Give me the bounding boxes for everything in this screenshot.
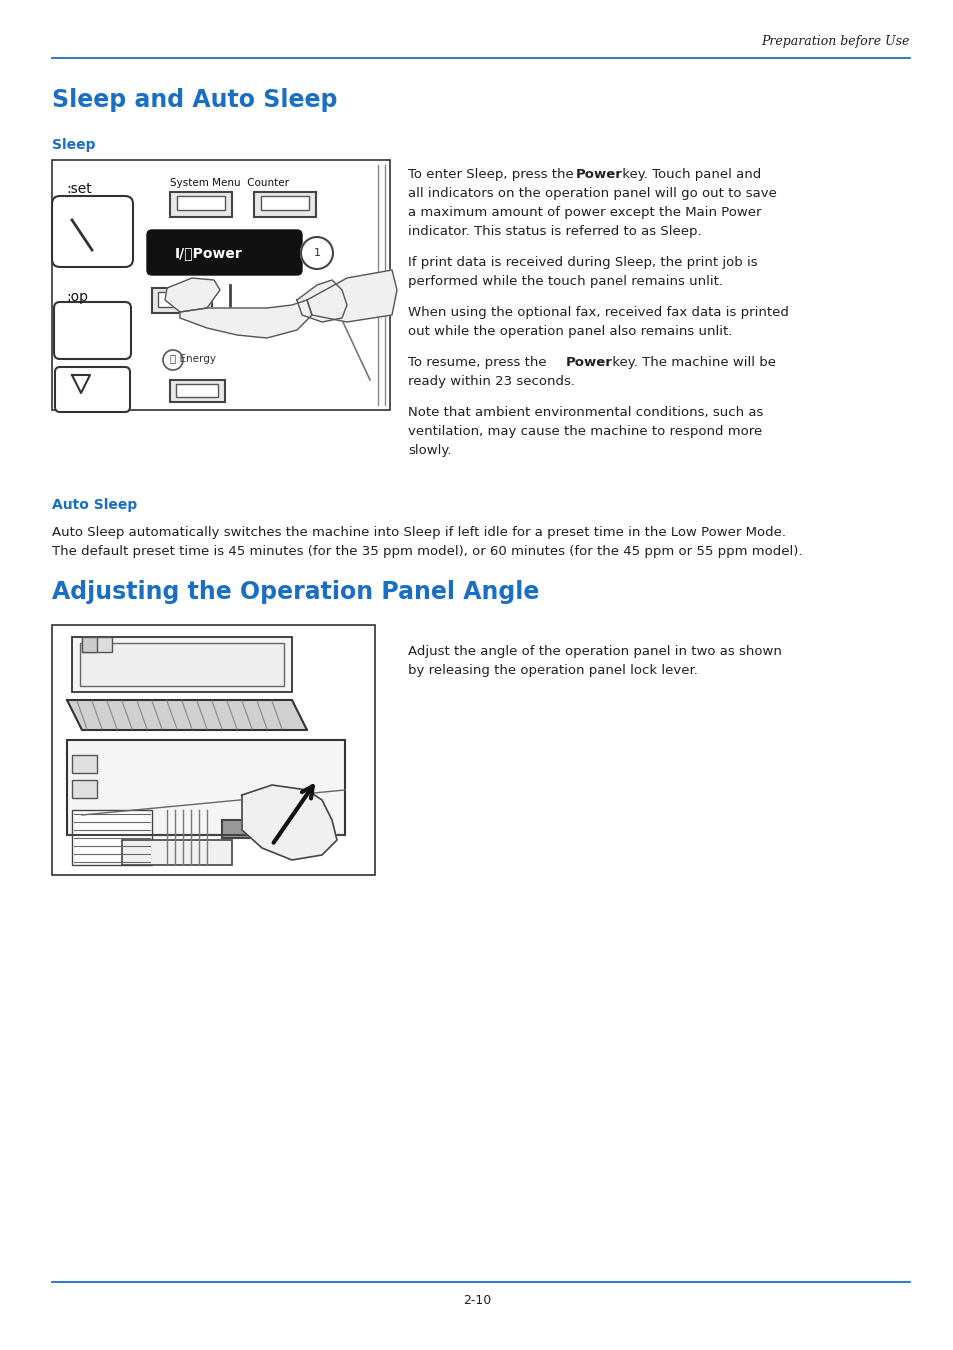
Bar xyxy=(158,292,204,306)
Polygon shape xyxy=(242,784,336,860)
Text: :op: :op xyxy=(66,290,88,304)
Text: Adjust the angle of the operation panel in two as shown: Adjust the angle of the operation panel … xyxy=(408,645,781,657)
Text: Preparation before Use: Preparation before Use xyxy=(760,35,909,49)
Bar xyxy=(261,196,309,211)
Text: Sleep: Sleep xyxy=(52,138,95,153)
Text: Auto Sleep: Auto Sleep xyxy=(52,498,137,512)
Polygon shape xyxy=(180,300,312,338)
Bar xyxy=(52,625,375,875)
Polygon shape xyxy=(67,701,307,730)
Text: ready within 23 seconds.: ready within 23 seconds. xyxy=(408,375,575,387)
Text: Adjusting the Operation Panel Angle: Adjusting the Operation Panel Angle xyxy=(52,580,538,603)
Text: When using the optional fax, received fax data is printed: When using the optional fax, received fa… xyxy=(408,306,788,319)
Bar xyxy=(71,810,152,865)
Bar xyxy=(82,637,112,652)
Bar xyxy=(71,755,97,774)
Text: Auto Sleep automatically switches the machine into Sleep if left idle for a pres: Auto Sleep automatically switches the ma… xyxy=(52,526,785,539)
Text: Note that ambient environmental conditions, such as: Note that ambient environmental conditio… xyxy=(408,406,762,418)
Bar xyxy=(175,383,218,397)
Polygon shape xyxy=(296,279,347,323)
Bar xyxy=(71,780,97,798)
Bar xyxy=(253,192,315,217)
Text: performed while the touch panel remains unlit.: performed while the touch panel remains … xyxy=(408,275,722,288)
Text: The default preset time is 45 minutes (for the 35 ppm model), or 60 minutes (for: The default preset time is 45 minutes (f… xyxy=(52,545,801,558)
Circle shape xyxy=(301,238,333,269)
Bar xyxy=(152,288,212,313)
Text: all indicators on the operation panel will go out to save: all indicators on the operation panel wi… xyxy=(408,188,776,200)
Bar xyxy=(82,637,97,652)
Bar xyxy=(80,643,284,686)
Bar xyxy=(71,637,292,693)
Text: Power: Power xyxy=(576,167,622,181)
Text: by releasing the operation panel lock lever.: by releasing the operation panel lock le… xyxy=(408,664,698,676)
Text: 2-10: 2-10 xyxy=(462,1295,491,1307)
FancyBboxPatch shape xyxy=(147,230,302,275)
Text: out while the operation panel also remains unlit.: out while the operation panel also remai… xyxy=(408,325,732,338)
Bar xyxy=(222,819,256,838)
Text: key. Touch panel and: key. Touch panel and xyxy=(618,167,760,181)
Polygon shape xyxy=(165,278,220,312)
Text: I/⎻Power: I/⎻Power xyxy=(175,246,243,261)
Text: ⭯ Energy: ⭯ Energy xyxy=(170,354,215,364)
Bar xyxy=(170,379,225,402)
FancyBboxPatch shape xyxy=(55,367,130,412)
Text: 1: 1 xyxy=(314,248,320,258)
Bar xyxy=(177,196,225,211)
FancyBboxPatch shape xyxy=(52,196,132,267)
Bar xyxy=(170,192,232,217)
Text: :set: :set xyxy=(66,182,91,196)
FancyBboxPatch shape xyxy=(54,302,131,359)
Bar xyxy=(122,840,232,865)
Text: ventilation, may cause the machine to respond more: ventilation, may cause the machine to re… xyxy=(408,425,761,437)
Text: To enter Sleep, press the: To enter Sleep, press the xyxy=(408,167,578,181)
Bar xyxy=(52,161,390,410)
Text: slowly.: slowly. xyxy=(408,444,451,458)
Bar xyxy=(67,740,345,836)
Text: Power: Power xyxy=(565,356,612,369)
Text: indicator. This status is referred to as Sleep.: indicator. This status is referred to as… xyxy=(408,225,700,238)
Text: To resume, press the: To resume, press the xyxy=(408,356,550,369)
Text: If print data is received during Sleep, the print job is: If print data is received during Sleep, … xyxy=(408,256,757,269)
Text: a maximum amount of power except the Main Power: a maximum amount of power except the Mai… xyxy=(408,207,760,219)
Text: key. The machine will be: key. The machine will be xyxy=(607,356,775,369)
Text: Sleep and Auto Sleep: Sleep and Auto Sleep xyxy=(52,88,337,112)
Text: System Menu  Counter: System Menu Counter xyxy=(170,178,289,188)
Polygon shape xyxy=(307,270,396,323)
Polygon shape xyxy=(71,375,90,393)
